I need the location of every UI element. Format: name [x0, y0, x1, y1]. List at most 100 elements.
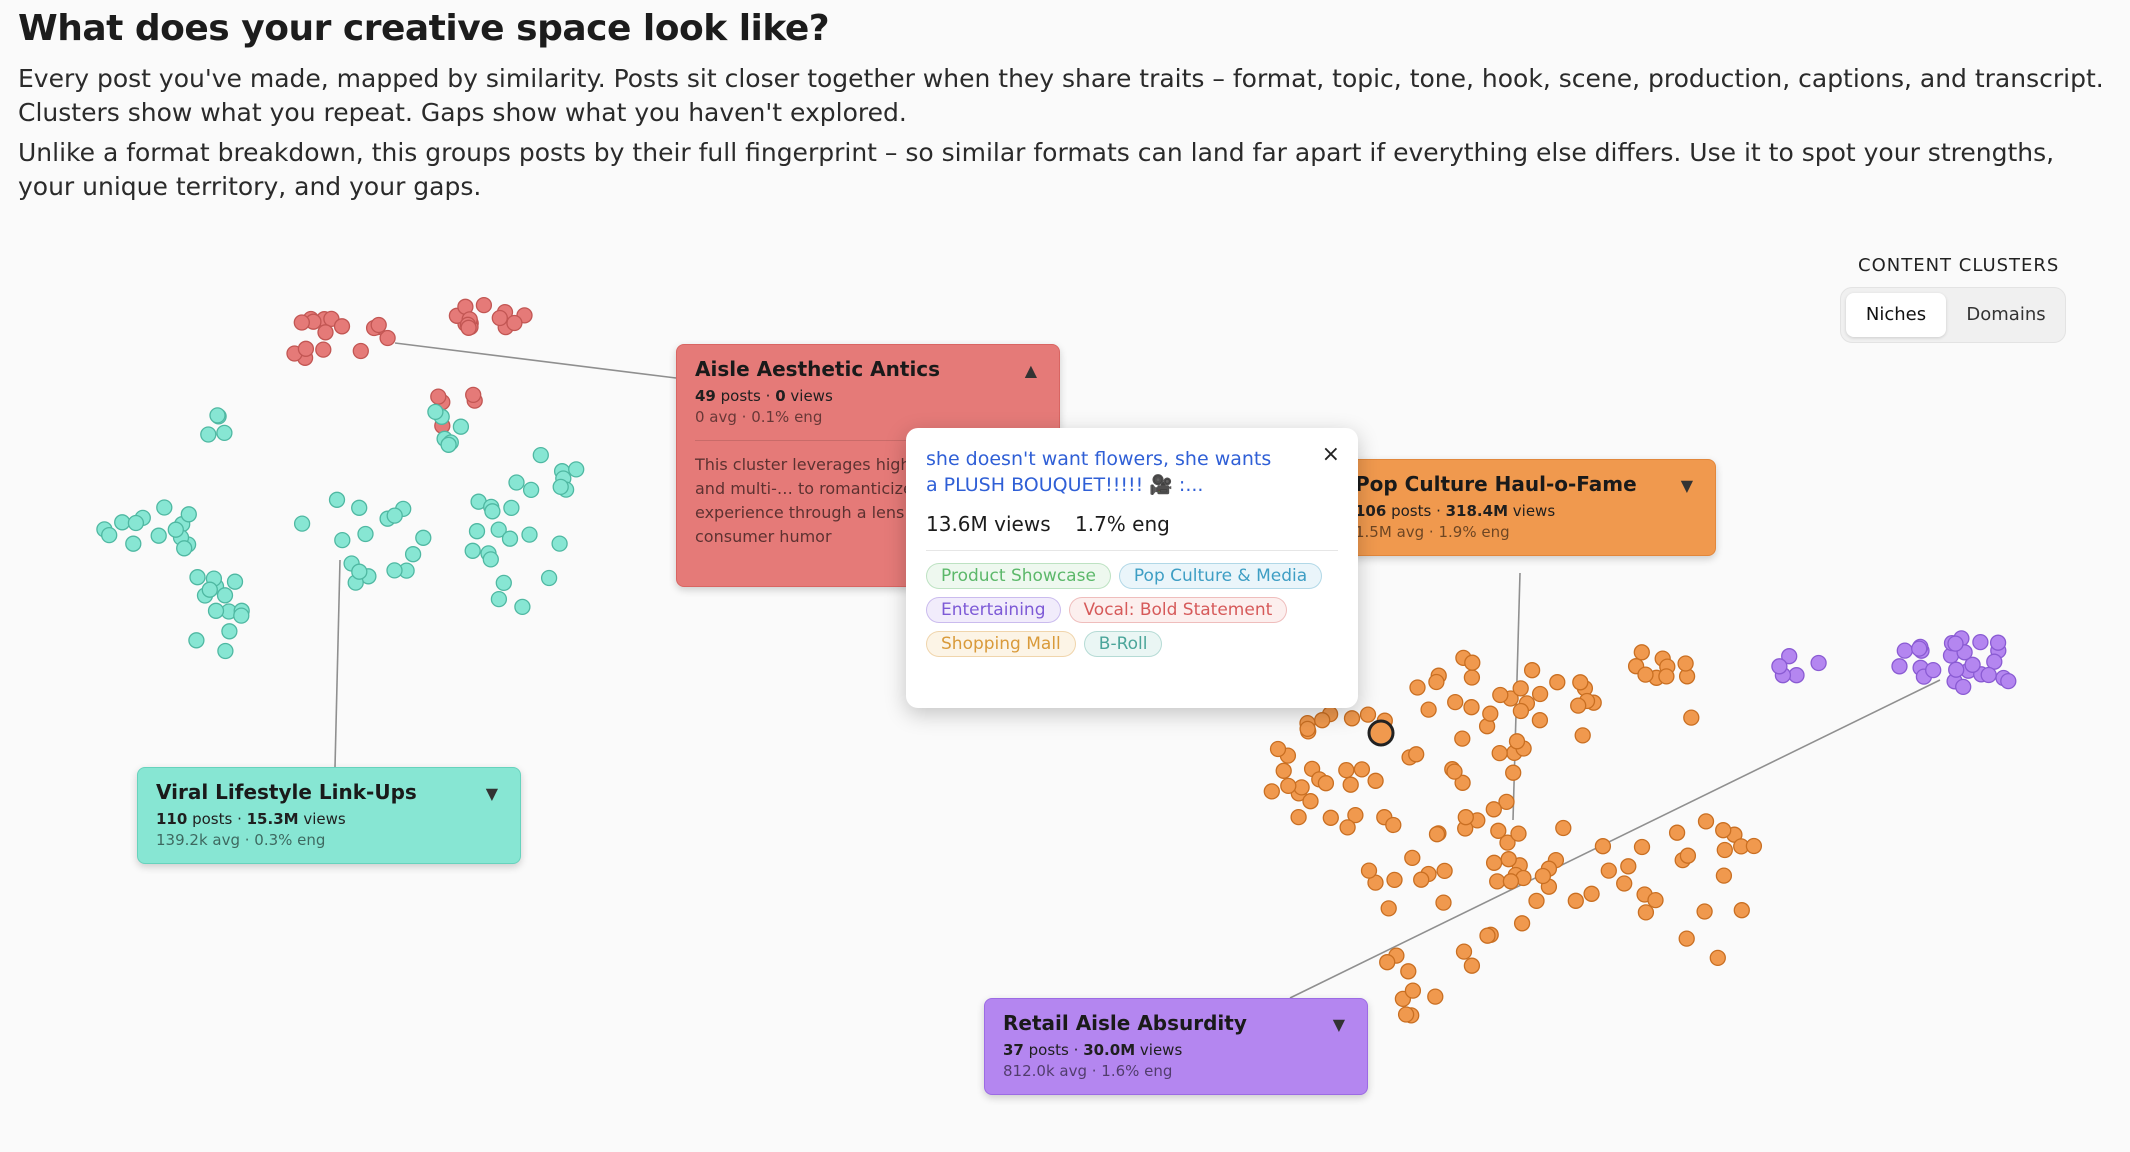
post-dot-pop[interactable] [1367, 772, 1384, 789]
post-dot-pop[interactable] [1339, 819, 1356, 836]
cluster-card-retail-aisle-absurdity[interactable]: Retail Aisle Absurdity ▼ 37 posts · 30.0… [984, 998, 1368, 1095]
post-dot-aisle[interactable] [293, 314, 310, 331]
post-dot-viral[interactable] [201, 581, 218, 598]
post-dot-viral[interactable] [440, 436, 457, 453]
post-dot-retail[interactable] [1925, 661, 1942, 679]
post-dot-pop[interactable] [1400, 963, 1417, 980]
post-dot-retail[interactable] [1891, 658, 1908, 675]
post-dot-retail[interactable] [1788, 667, 1805, 684]
post-dot-aisle[interactable] [352, 342, 369, 360]
post-dot-viral[interactable] [351, 563, 368, 580]
post-dot-pop[interactable] [1457, 809, 1474, 826]
post-dot-viral[interactable] [427, 403, 444, 421]
post-dot-pop[interactable] [1534, 867, 1552, 885]
post-dot-pop[interactable] [1385, 816, 1402, 834]
post-dot-viral[interactable] [522, 481, 540, 499]
post-dot-pop[interactable] [1463, 699, 1480, 716]
post-dot-pop[interactable] [1435, 894, 1452, 911]
post-dot-pop[interactable] [1463, 957, 1481, 974]
post-dot-pop[interactable] [1555, 819, 1572, 837]
selected-post-marker[interactable] [1367, 719, 1395, 747]
post-dot-viral[interactable] [386, 562, 403, 579]
post-dot-viral[interactable] [207, 602, 225, 619]
post-dot-pop[interactable] [1620, 858, 1637, 875]
post-dot-pop[interactable] [1528, 892, 1545, 910]
post-dot-viral[interactable] [200, 426, 217, 443]
niches-option[interactable]: Niches [1846, 293, 1946, 337]
post-dot-viral[interactable] [404, 546, 422, 563]
post-dot-pop[interactable] [1572, 674, 1589, 691]
post-dot-viral[interactable] [127, 514, 145, 532]
post-dot-retail[interactable] [1972, 633, 1989, 651]
post-dot-pop[interactable] [1299, 720, 1316, 738]
post-dot-pop[interactable] [1479, 927, 1496, 944]
post-dot-pop[interactable] [1498, 793, 1515, 811]
post-dot-viral[interactable] [540, 569, 558, 587]
close-icon[interactable]: × [1321, 442, 1340, 467]
post-dot-pop[interactable] [1359, 706, 1377, 723]
post-dot-pop[interactable] [1379, 954, 1396, 971]
post-dot-retail[interactable] [1810, 654, 1827, 672]
post-dot-pop[interactable] [1380, 900, 1397, 917]
post-dot-pop[interactable] [1512, 702, 1530, 720]
post-dot-pop[interactable] [1510, 825, 1527, 842]
post-dot-retail[interactable] [1955, 678, 1972, 696]
post-dot-viral[interactable] [552, 478, 569, 496]
domains-option[interactable]: Domains [1966, 304, 2046, 325]
post-dot-pop[interactable] [1280, 777, 1297, 795]
post-dot-viral[interactable] [357, 525, 374, 543]
post-dot-viral[interactable] [508, 474, 525, 491]
post-dot-retail[interactable] [1781, 648, 1798, 665]
post-dot-pop[interactable] [1745, 837, 1763, 855]
post-dot-retail[interactable] [1980, 666, 1997, 684]
post-dot-retail[interactable] [2000, 672, 2017, 690]
post-dot-pop[interactable] [1678, 930, 1695, 947]
post-dot-pop[interactable] [1428, 826, 1446, 843]
post-dot-pop[interactable] [1633, 644, 1650, 661]
post-dot-viral[interactable] [415, 529, 432, 546]
post-dot-viral[interactable] [386, 507, 403, 524]
post-dot-viral[interactable] [514, 598, 531, 616]
post-dot-pop[interactable] [1317, 775, 1335, 792]
post-dot-pop[interactable] [1436, 862, 1453, 880]
post-dot-pop[interactable] [1397, 1006, 1415, 1023]
cluster-card-pop-culture-haul-o-fame[interactable]: Pop Culture Haul-o-Fame ▼ 106 posts · 31… [1336, 459, 1716, 556]
post-dot-retail[interactable] [1947, 635, 1964, 652]
post-dot-aisle[interactable] [315, 341, 332, 358]
post-dots[interactable] [96, 296, 2017, 1024]
post-dot-pop[interactable] [1502, 873, 1520, 890]
post-dot-viral[interactable] [490, 590, 508, 608]
post-dot-viral[interactable] [334, 531, 351, 549]
post-dot-pop[interactable] [1549, 674, 1566, 691]
post-dot-aisle[interactable] [297, 340, 315, 357]
post-dot-pop[interactable] [1491, 744, 1508, 762]
expand-caret-icon[interactable]: ▼ [485, 784, 498, 803]
post-dot-pop[interactable] [1454, 730, 1471, 747]
post-dot-viral[interactable] [216, 587, 234, 604]
post-dot-viral[interactable] [167, 521, 184, 538]
post-dot-pop[interactable] [1322, 809, 1339, 826]
post-dot-pop[interactable] [1314, 712, 1331, 729]
post-dot-pop[interactable] [1360, 862, 1378, 879]
post-dot-pop[interactable] [1637, 666, 1654, 683]
post-dot-pop[interactable] [1658, 668, 1675, 685]
post-dot-pop[interactable] [1505, 764, 1522, 781]
post-dot-retail[interactable] [1771, 658, 1788, 675]
post-dot-pop[interactable] [1409, 679, 1426, 696]
post-dot-pop[interactable] [1696, 903, 1713, 920]
post-dot-viral[interactable] [189, 569, 206, 586]
post-dot-viral[interactable] [114, 514, 131, 531]
post-dot-pop[interactable] [1482, 705, 1499, 722]
post-dot-pop[interactable] [1679, 847, 1697, 864]
post-dot-viral[interactable] [226, 573, 244, 590]
post-dot-pop[interactable] [1594, 838, 1612, 855]
post-dot-aisle[interactable] [317, 324, 334, 341]
post-dot-viral[interactable] [233, 607, 250, 624]
post-dot-viral[interactable] [532, 446, 549, 464]
collapse-caret-icon[interactable]: ▲ [1024, 361, 1037, 380]
post-dot-pop[interactable] [1263, 783, 1280, 800]
post-dot-viral[interactable] [150, 527, 167, 544]
post-dot-viral[interactable] [188, 632, 205, 649]
post-dot-pop[interactable] [1275, 762, 1292, 779]
